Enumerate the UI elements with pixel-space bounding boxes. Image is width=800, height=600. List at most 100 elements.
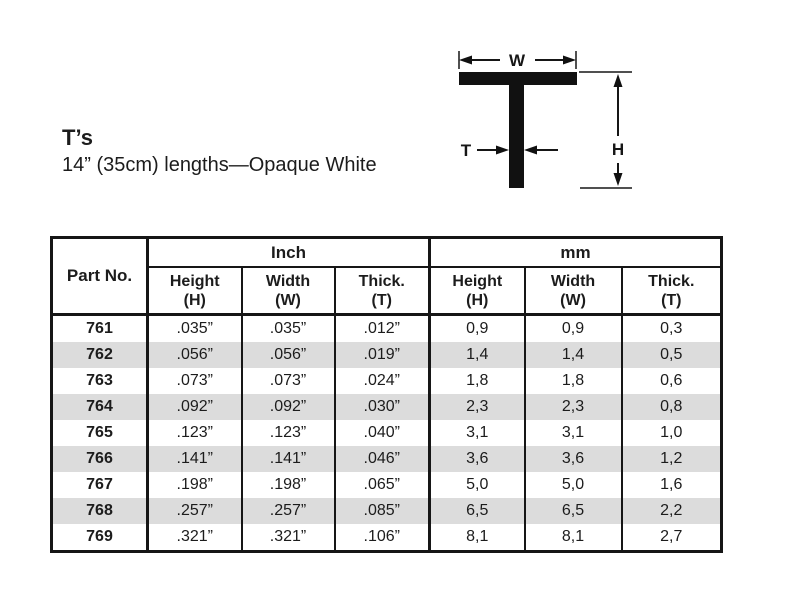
table-row: 763 .073” .073” .024” 1,8 1,8 0,6 [52,368,722,394]
header-line: (T) [371,291,392,309]
page-header: T’s 14” (35cm) lengths—Opaque White [62,125,377,177]
inch-width-header: Width (W) [240,267,335,316]
thickness-dim-label: T [461,141,472,160]
inch-group-header: Inch [145,237,430,268]
part-no-column-header: Part No. [51,237,148,316]
header-line: (H) [183,291,206,309]
mm-thickness-header: Thick. (T) [620,267,722,316]
inch-width-cell: .198” [240,472,335,498]
table-row: 767 .198” .198” .065” 5,0 5,0 1,6 [52,472,722,498]
mm-height-cell: 5,0 [428,472,525,498]
mm-height-cell: 3,6 [428,446,525,472]
mm-thickness-cell: 2,2 [620,498,722,524]
inch-height-cell: .035” [146,314,242,342]
inch-thickness-cell: .085” [333,498,430,524]
header-line: (W) [560,291,586,309]
inch-width-cell: .257” [240,498,335,524]
header-line: Width [550,272,596,290]
header-line: Thick. [358,272,405,290]
inch-thickness-cell: .065” [333,472,430,498]
mm-height-cell: 6,5 [428,498,525,524]
table-row: 762 .056” .056” .019” 1,4 1,4 0,5 [51,342,722,368]
part-no-cell: 768 [86,502,113,519]
mm-thickness-cell: 0,6 [620,368,722,394]
table-row: 766 .141” .141” .046” 3,6 3,6 1,2 [51,446,722,472]
mm-width-cell: 2,3 [523,394,622,420]
part-no-cell: 762 [86,346,113,363]
table-row: 761 .035” .035” .012” 0,9 0,9 0,3 [52,314,722,342]
inch-height-cell: .123” [146,420,242,446]
t-profile-stem [509,85,524,188]
width-dim-label: W [509,51,526,70]
inch-width-cell: .141” [240,446,335,472]
inch-width-cell: .123” [240,420,335,446]
inch-height-header: Height (H) [146,267,242,316]
mm-thickness-cell: 1,2 [620,446,722,472]
arrowhead-h-down [613,173,623,186]
inch-height-cell: .321” [146,524,242,552]
dimensions-table: Part No. Inch mm Height (H) Width (W) Th… [50,236,724,553]
header-line: (H) [466,291,489,309]
mm-thickness-cell: 0,3 [620,314,722,342]
arrowhead-t-right [496,145,509,155]
part-no-cell: 763 [86,372,113,389]
t-profile-drawing: W H T [458,51,632,189]
mm-height-header: Height (H) [428,267,525,316]
inch-height-cell: .141” [146,446,242,472]
page-title: T’s [62,125,93,150]
table-row: 769 .321” .321” .106” 8,1 8,1 2,7 [52,524,722,552]
part-no-cell: 765 [86,424,113,441]
sub-header-row: Height (H) Width (W) Thick. (T) Height (… [52,267,722,316]
mm-width-cell: 8,1 [523,524,622,552]
inch-width-cell: .092” [240,394,335,420]
header-line: Thick. [648,272,695,290]
mm-height-cell: 1,4 [428,342,525,368]
mm-width-cell: 3,6 [523,446,622,472]
t-profile-flange [459,72,577,85]
inch-width-cell: .035” [240,314,335,342]
mm-height-cell: 8,1 [428,524,525,552]
inch-thickness-cell: .106” [333,524,430,552]
table-row: 764 .092” .092” .030” 2,3 2,3 0,8 [51,394,722,420]
mm-width-cell: 0,9 [523,314,622,342]
inch-thickness-cell: .012” [333,314,430,342]
inch-height-cell: .198” [146,472,242,498]
mm-height-cell: 3,1 [428,420,525,446]
mm-width-header: Width (W) [523,267,622,316]
inch-thickness-cell: .040” [333,420,430,446]
mm-width-cell: 1,4 [523,342,622,368]
inch-height-cell: .073” [146,368,242,394]
header-line: Width [265,272,311,290]
part-no-cell: 766 [86,450,113,467]
inch-height-cell: .257” [146,498,242,524]
height-dim-label: H [612,140,624,159]
page-subtitle: 14” (35cm) lengths—Opaque White [62,154,377,176]
mm-thickness-cell: 1,6 [620,472,722,498]
inch-thickness-cell: .024” [333,368,430,394]
part-no-cell: 769 [86,528,113,545]
mm-group-header: mm [428,237,722,268]
inch-width-cell: .073” [240,368,335,394]
inch-thickness-cell: .019” [333,342,430,368]
mm-thickness-cell: 0,8 [620,394,722,420]
mm-height-cell: 2,3 [428,394,525,420]
mm-width-cell: 3,1 [523,420,622,446]
arrowhead-h-up [613,74,623,87]
header-line: Height [169,272,220,290]
mm-thickness-cell: 1,0 [620,420,722,446]
part-no-cell: 764 [86,398,113,415]
inch-width-cell: .056” [240,342,335,368]
inch-thickness-header: Thick. (T) [333,267,430,316]
mm-width-cell: 1,8 [523,368,622,394]
inch-height-cell: .056” [146,342,242,368]
arrowhead-w-left [459,55,472,65]
unit-group-header-row: Part No. Inch mm [51,237,722,316]
part-no-cell: 761 [86,320,113,337]
inch-height-cell: .092” [146,394,242,420]
part-no-cell: 767 [86,476,113,493]
table-row: 768 .257” .257” .085” 6,5 6,5 2,2 [51,498,722,524]
header-line: (T) [661,291,682,309]
mm-height-cell: 1,8 [428,368,525,394]
arrowhead-w-right [563,55,576,65]
